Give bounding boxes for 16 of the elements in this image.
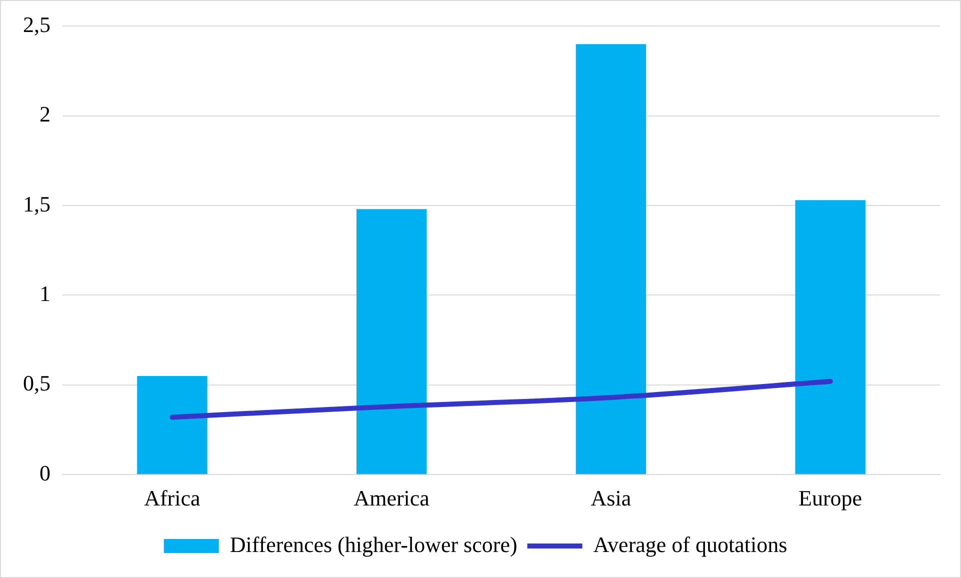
y-tick-label: 2 [40, 102, 50, 127]
y-tick-label: 2,5 [23, 12, 50, 37]
x-tick-label: Africa [144, 486, 201, 511]
bar [576, 44, 646, 474]
bar [137, 376, 208, 474]
bar [356, 209, 427, 474]
legend-label: Average of quotations [593, 532, 788, 557]
x-tick-label: Asia [590, 486, 632, 511]
legend-label: Differences (higher-lower score) [230, 532, 518, 557]
y-tick-label: 1,5 [23, 191, 50, 216]
x-tick-label: America [354, 486, 430, 511]
y-tick-label: 1 [40, 281, 50, 306]
bar [795, 200, 866, 474]
y-tick-label: 0,5 [23, 370, 50, 396]
x-tick-label: Europe [798, 486, 862, 511]
y-tick-label: 0 [40, 460, 50, 486]
